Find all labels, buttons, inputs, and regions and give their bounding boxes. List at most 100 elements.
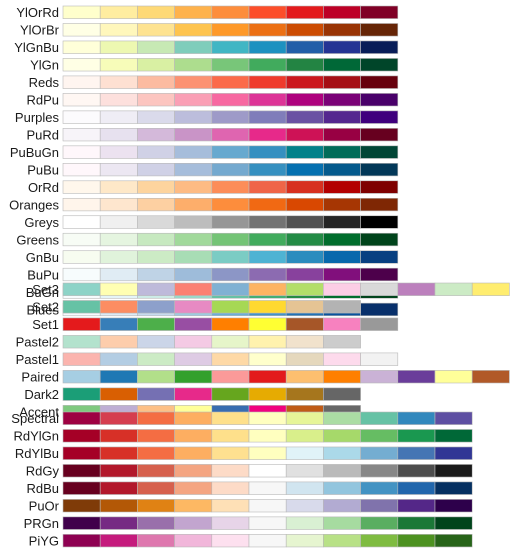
color-swatch bbox=[323, 446, 361, 460]
color-swatch bbox=[248, 145, 287, 159]
color-swatch bbox=[248, 335, 287, 349]
color-swatch bbox=[211, 40, 250, 54]
color-swatch bbox=[62, 516, 101, 530]
color-swatch bbox=[360, 197, 399, 212]
color-swatch bbox=[397, 516, 436, 530]
color-swatch bbox=[211, 464, 250, 478]
palette-row-set3: Set3 bbox=[32, 282, 510, 297]
palette-label: Accent bbox=[19, 404, 59, 419]
color-swatch bbox=[323, 282, 361, 296]
color-swatch bbox=[211, 250, 250, 264]
color-swatch bbox=[360, 75, 399, 89]
palette-row-piyg: PiYG bbox=[29, 533, 473, 548]
color-swatch bbox=[285, 180, 324, 194]
color-swatch bbox=[62, 446, 101, 460]
color-swatch bbox=[137, 370, 175, 384]
color-swatch bbox=[174, 23, 213, 37]
color-swatch bbox=[174, 352, 213, 366]
color-swatch bbox=[62, 282, 101, 296]
color-swatch bbox=[99, 128, 138, 142]
color-swatch bbox=[174, 250, 213, 264]
color-swatch bbox=[99, 75, 138, 89]
color-swatch bbox=[174, 317, 213, 331]
color-swatch bbox=[99, 232, 138, 247]
color-swatch bbox=[397, 481, 436, 495]
color-swatch bbox=[360, 23, 399, 37]
palette-label: RdPu bbox=[26, 93, 59, 108]
color-swatch bbox=[99, 163, 138, 177]
palette-label: Paired bbox=[21, 370, 59, 385]
palette-label: Blues bbox=[26, 302, 59, 317]
palette-label: Oranges bbox=[9, 197, 59, 212]
color-swatch bbox=[397, 370, 436, 384]
palette-label: RdYlBu bbox=[15, 446, 59, 461]
color-swatch bbox=[360, 110, 399, 124]
palette-row-rdbu: RdBu bbox=[26, 481, 473, 496]
color-swatch bbox=[360, 128, 399, 142]
color-swatch bbox=[248, 40, 287, 54]
color-swatch bbox=[174, 128, 213, 142]
color-swatch bbox=[174, 215, 213, 229]
palette-row-ylgn: YlGn bbox=[30, 58, 399, 73]
color-swatch bbox=[137, 215, 175, 229]
color-swatch bbox=[248, 128, 287, 142]
color-swatch bbox=[248, 516, 287, 530]
color-swatch bbox=[211, 215, 250, 229]
color-swatch bbox=[434, 282, 473, 296]
color-swatch bbox=[248, 163, 287, 177]
palette-label: Greys bbox=[24, 215, 59, 230]
color-swatch bbox=[62, 464, 101, 478]
palette-label: Set3 bbox=[32, 282, 59, 297]
color-swatch bbox=[137, 250, 175, 264]
color-swatch bbox=[323, 180, 361, 194]
color-swatch bbox=[285, 197, 324, 212]
color-swatch bbox=[99, 481, 138, 495]
color-swatch bbox=[99, 411, 138, 425]
color-swatch bbox=[248, 499, 287, 513]
color-swatch bbox=[285, 267, 324, 282]
color-swatch bbox=[174, 40, 213, 54]
color-swatch bbox=[323, 23, 361, 37]
color-swatch bbox=[285, 5, 324, 19]
color-swatch bbox=[99, 215, 138, 229]
color-swatch bbox=[174, 499, 213, 513]
color-swatch bbox=[360, 464, 399, 478]
palette-row-bupu: BuPu bbox=[27, 267, 399, 282]
color-swatch bbox=[397, 464, 436, 478]
color-swatch bbox=[137, 180, 175, 194]
color-swatch bbox=[137, 429, 175, 443]
color-swatch bbox=[174, 232, 213, 247]
color-swatch bbox=[434, 499, 473, 513]
color-swatch bbox=[285, 75, 324, 89]
palette-label: Purples bbox=[15, 110, 60, 125]
color-swatch bbox=[211, 197, 250, 212]
color-swatch bbox=[285, 446, 324, 460]
color-swatch bbox=[248, 429, 287, 443]
color-swatch bbox=[137, 163, 175, 177]
color-swatch bbox=[248, 215, 287, 229]
color-swatch bbox=[323, 250, 361, 264]
color-swatch bbox=[248, 197, 287, 212]
palette-label: PuRd bbox=[26, 127, 59, 142]
color-swatch bbox=[62, 110, 101, 124]
color-swatch bbox=[211, 352, 250, 366]
color-swatch bbox=[62, 23, 101, 37]
palette-label: PiYG bbox=[29, 533, 59, 548]
color-swatch bbox=[99, 23, 138, 37]
color-swatch bbox=[99, 5, 138, 19]
color-swatch bbox=[285, 232, 324, 247]
palette-row-ylgnbu: YlGnBu bbox=[14, 40, 399, 55]
color-swatch bbox=[99, 282, 138, 296]
color-swatch bbox=[360, 40, 399, 54]
color-swatch bbox=[137, 93, 175, 107]
color-swatch bbox=[137, 300, 175, 314]
color-swatch bbox=[174, 516, 213, 530]
color-swatch bbox=[323, 335, 361, 349]
color-swatch bbox=[62, 5, 101, 19]
color-swatch bbox=[174, 5, 213, 19]
color-swatch bbox=[323, 352, 361, 366]
color-swatch bbox=[62, 180, 101, 194]
color-swatch bbox=[323, 317, 361, 331]
color-swatch bbox=[323, 197, 361, 212]
color-swatch bbox=[285, 481, 324, 495]
